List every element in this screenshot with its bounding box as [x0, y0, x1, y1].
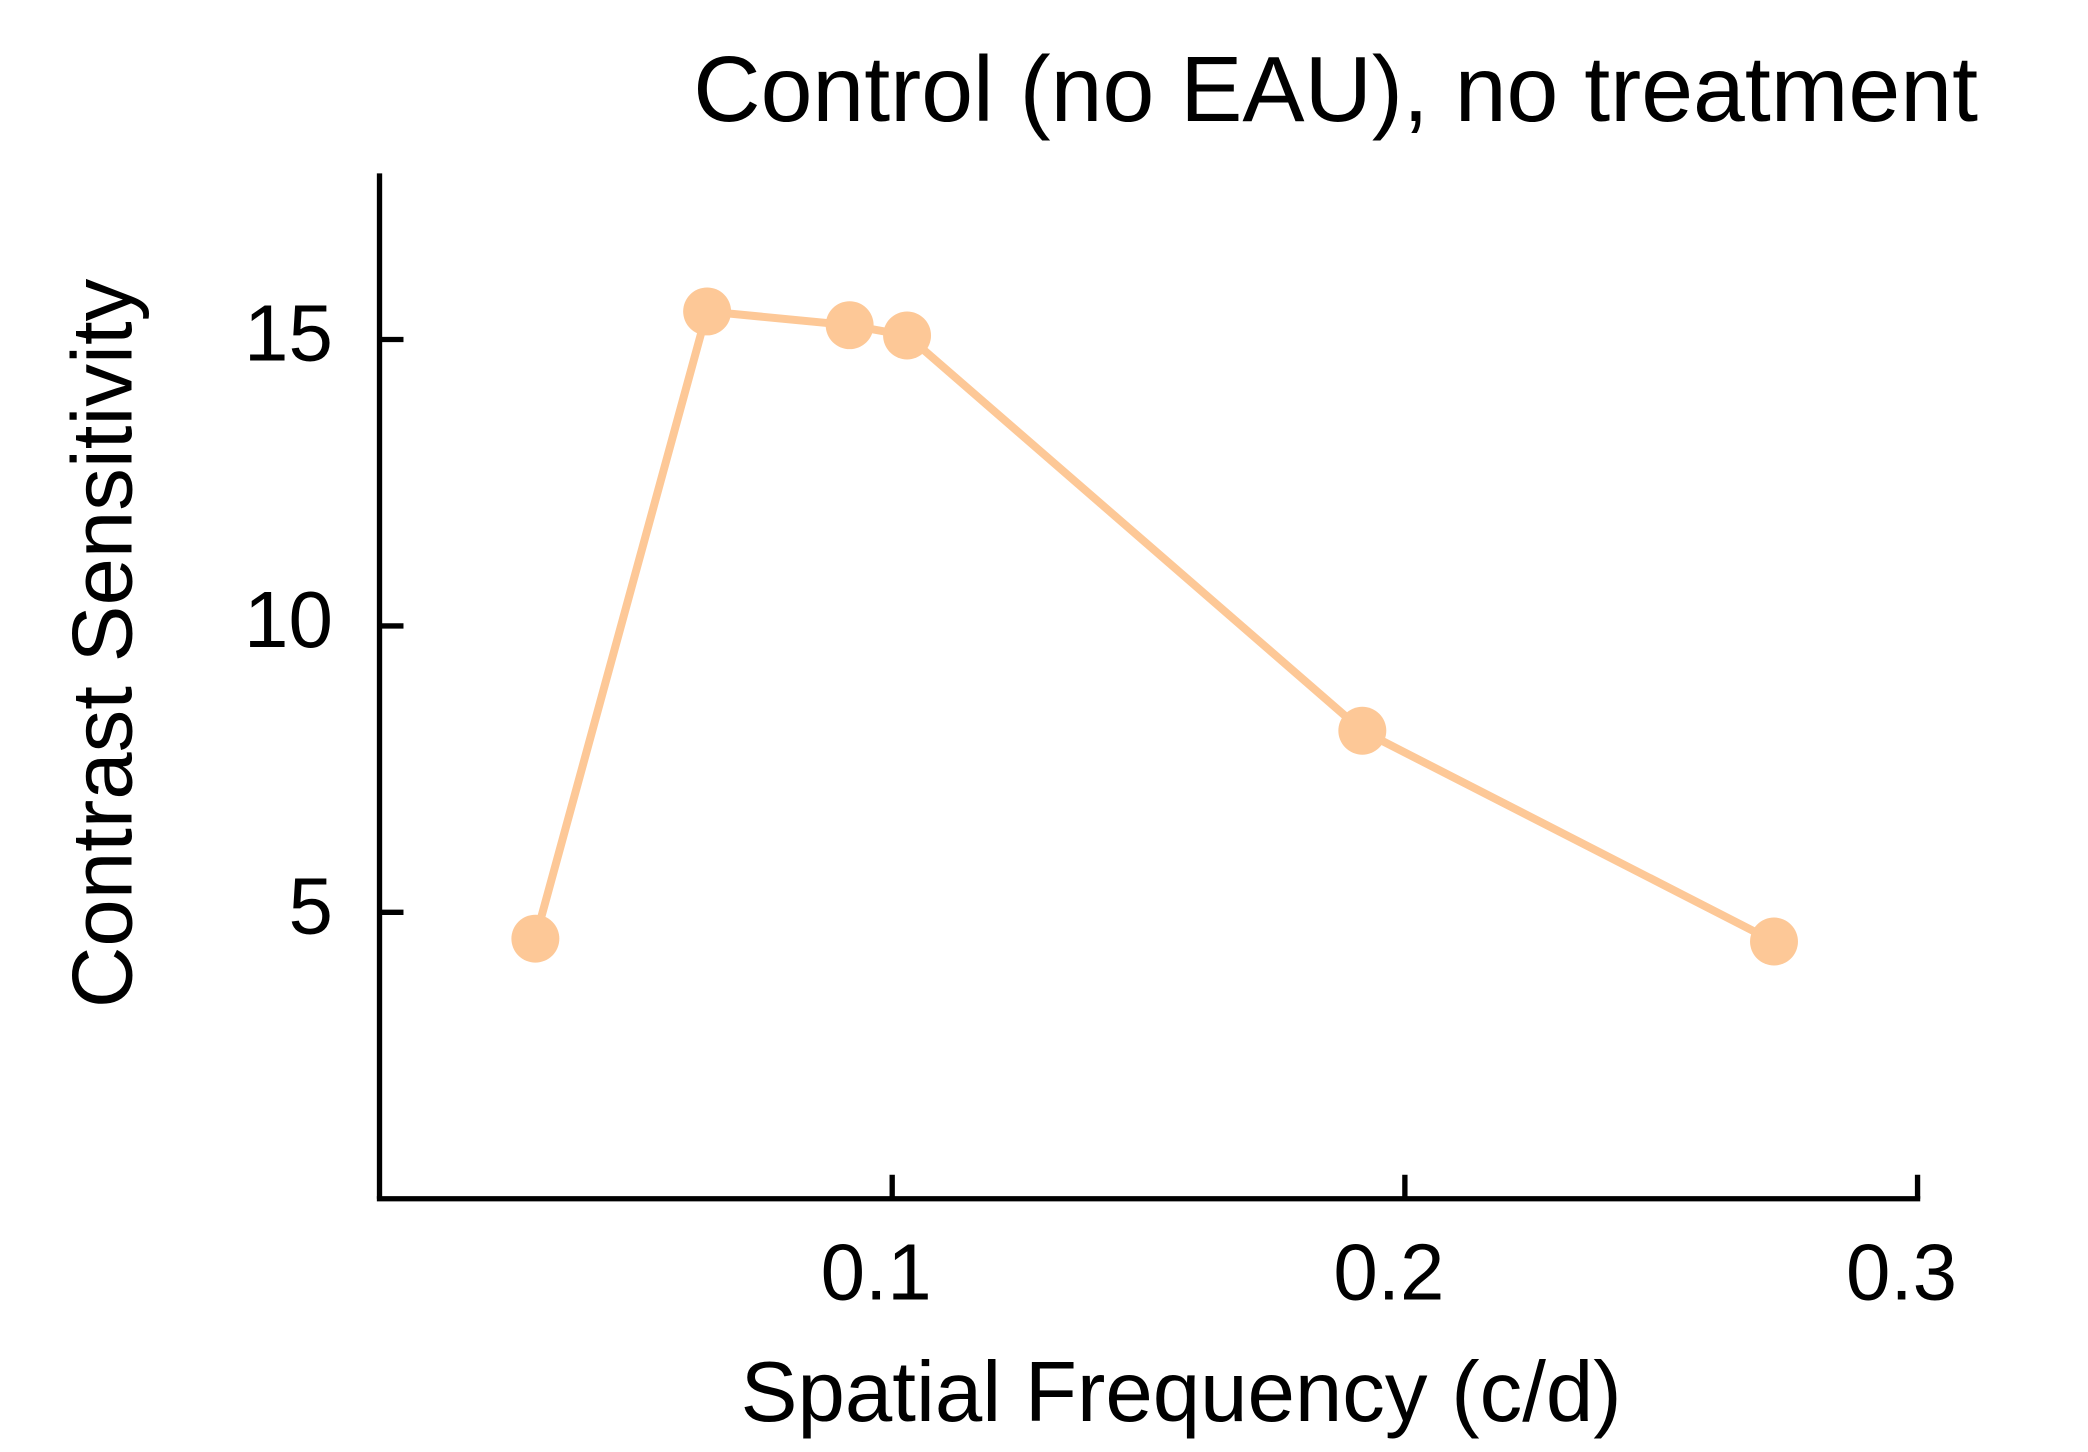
series-line: [531, 307, 1776, 946]
y-tick-label: 10: [244, 575, 333, 664]
y-axis-label: Contrast Sensitivity: [56, 278, 151, 1008]
chart-title: Control (no EAU), no treatment: [693, 37, 1978, 141]
data-point: [1338, 706, 1387, 755]
data-point: [883, 311, 932, 360]
data-point: [683, 287, 732, 336]
data-point: [1750, 917, 1798, 966]
data-point: [825, 301, 874, 350]
x-tick-label: 0.1: [821, 1228, 932, 1317]
y-tick-label: 15: [244, 289, 333, 378]
data-point: [511, 914, 560, 963]
x-tick-label: 0.2: [1333, 1228, 1444, 1317]
y-tick-label: 5: [288, 861, 332, 950]
x-tick-label: 0.3: [1846, 1228, 1957, 1317]
x-axis-label: Spatial Frequency (c/d): [741, 1345, 1622, 1440]
